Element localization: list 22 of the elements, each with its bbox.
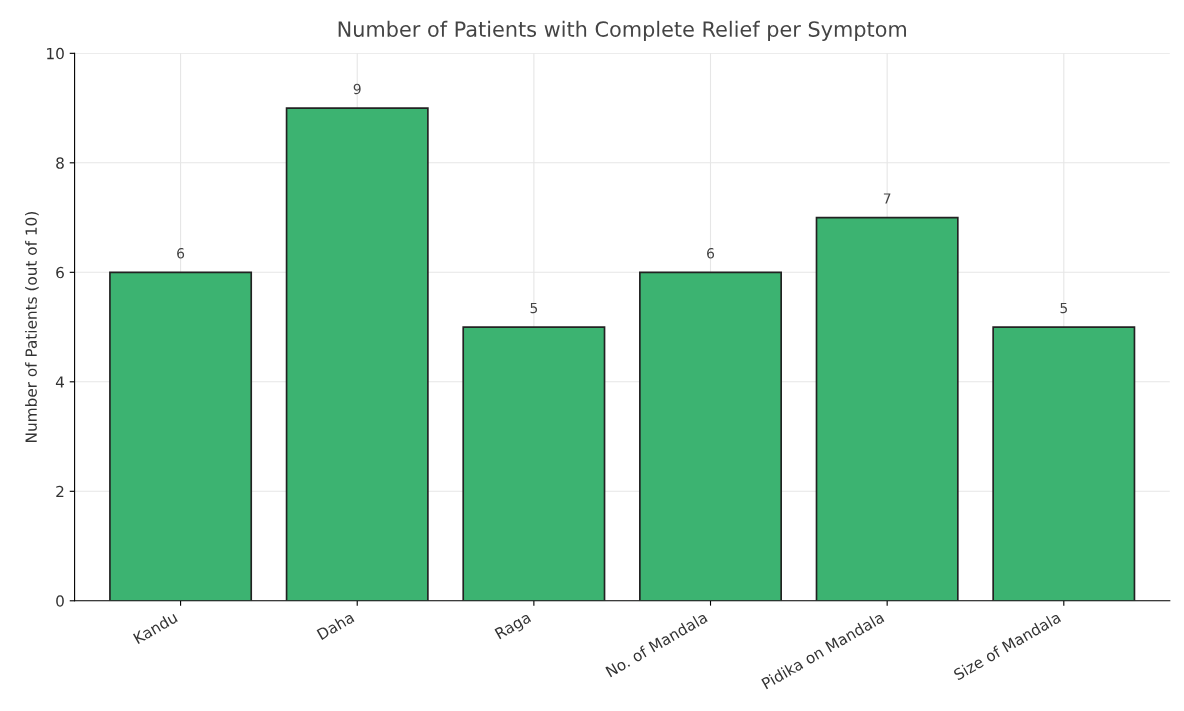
bar xyxy=(992,326,1136,601)
chart-title: Number of Patients with Complete Relief per Symptom xyxy=(338,20,906,41)
y-axis-title: Number of Patients (out of 10) xyxy=(25,212,39,442)
y-tick-label: 6 xyxy=(56,266,64,279)
data-label: 7 xyxy=(883,193,891,204)
y-tick-label: 8 xyxy=(56,157,64,169)
y-tick-label: 4 xyxy=(55,376,65,388)
bar xyxy=(109,271,253,601)
y-tick-label: 10 xyxy=(47,47,64,60)
bar xyxy=(285,107,429,601)
data-label: 6 xyxy=(707,248,715,259)
bar xyxy=(462,326,606,601)
x-tick-label: Raga xyxy=(494,611,533,642)
bar xyxy=(815,216,959,601)
y-tick-label: 2 xyxy=(56,485,64,498)
data-label: 5 xyxy=(1060,302,1068,314)
data-label: 9 xyxy=(353,83,361,95)
data-label: 5 xyxy=(530,302,538,314)
y-tick-label: 0 xyxy=(56,595,64,607)
data-label: 6 xyxy=(177,248,185,259)
x-tick-label: Daha xyxy=(316,611,355,641)
bar xyxy=(639,271,783,601)
